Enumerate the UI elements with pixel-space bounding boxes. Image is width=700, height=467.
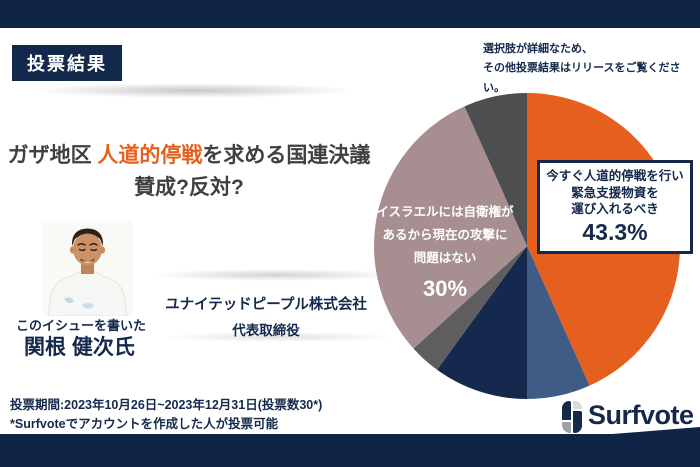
vote-period-line: 投票期間:2023年10月26日~2023年12月31日(投票数30*) bbox=[10, 398, 323, 412]
pie-slice-2 bbox=[527, 246, 590, 399]
header-note: 選択肢が詳細なため、 その他投票結果はリリースをご覧ください。 bbox=[483, 40, 700, 98]
bottom-bar bbox=[0, 434, 700, 467]
header-note-line2: その他投票結果はリリースをご覧ください。 bbox=[483, 62, 681, 94]
issue-title-line2: 賛成?反対? bbox=[134, 175, 244, 199]
card-shadow bbox=[28, 83, 358, 98]
header-note-line1: 選択肢が詳細なため、 bbox=[483, 43, 593, 55]
pie-label-line2: あるから現在の攻撃に bbox=[382, 228, 508, 242]
author-company: ユナイテッドピープル株式会社 bbox=[165, 297, 367, 313]
pie-label-line1: イスラエルには自衛権が bbox=[376, 205, 514, 219]
author-name: 関根 健次氏 bbox=[24, 336, 135, 359]
pie-slice-3 bbox=[437, 246, 527, 399]
issue-title: ガザ地区 人道的停戦を求める国連決議 賛成?反対? bbox=[0, 140, 378, 203]
author-photo-illustration bbox=[42, 221, 133, 317]
card-shadow bbox=[148, 269, 403, 281]
surfvote-logo: Surfvote bbox=[562, 399, 694, 433]
pie-label-line3: 問題はない bbox=[413, 251, 477, 265]
author-caption: このイシューを書いた bbox=[16, 318, 147, 333]
author-company-block: ユナイテッドピープル株式会社 代表取締役 bbox=[158, 293, 374, 339]
top-bar bbox=[0, 0, 700, 28]
issue-title-highlight: 人道的停戦 bbox=[97, 144, 203, 167]
pie-slice-6 bbox=[464, 93, 527, 246]
vote-period: 投票期間:2023年10月26日~2023年12月31日(投票数30*) *Su… bbox=[10, 396, 322, 434]
vote-eligibility-note: *Surfvoteでアカウントを作成した人が投票可能 bbox=[10, 416, 279, 431]
vote-results-badge-label: 投票結果 bbox=[27, 54, 107, 74]
pie-slice-4 bbox=[413, 246, 527, 370]
pie-callout-43pct: 今すぐ人道的停戦を行い 緊急支援物資を 運び入れるべき 43.3% bbox=[537, 160, 693, 254]
issue-title-line1: ガザ地区 人道的停戦を求める国連決議 bbox=[0, 140, 378, 172]
callout-line2: 緊急支援物資を bbox=[571, 185, 659, 200]
pie-slice-label-30pct: イスラエルには自衛権が あるから現在の攻撃に 問題はない 30% bbox=[372, 201, 518, 301]
issue-title-prefix: ガザ地区 bbox=[7, 144, 98, 167]
card-shadow bbox=[160, 332, 400, 342]
vote-results-badge: 投票結果 bbox=[12, 45, 122, 81]
bottom-bar-slant bbox=[600, 427, 700, 435]
author-photo bbox=[42, 221, 133, 317]
author-role: 代表取締役 bbox=[232, 323, 300, 338]
issue-title-suffix: を求める国連決議 bbox=[202, 144, 371, 167]
callout-line1: 今すぐ人道的停戦を行い bbox=[546, 169, 684, 183]
surfvote-logo-text: Surfvote bbox=[588, 400, 694, 430]
pie-slice-5 bbox=[374, 106, 527, 349]
surfvote-logo-icon bbox=[562, 401, 583, 433]
pie-label-percentage: 30% bbox=[422, 276, 468, 301]
callout-line3: 運び入れるべき bbox=[571, 202, 659, 216]
callout-percentage: 43.3% bbox=[582, 218, 648, 245]
